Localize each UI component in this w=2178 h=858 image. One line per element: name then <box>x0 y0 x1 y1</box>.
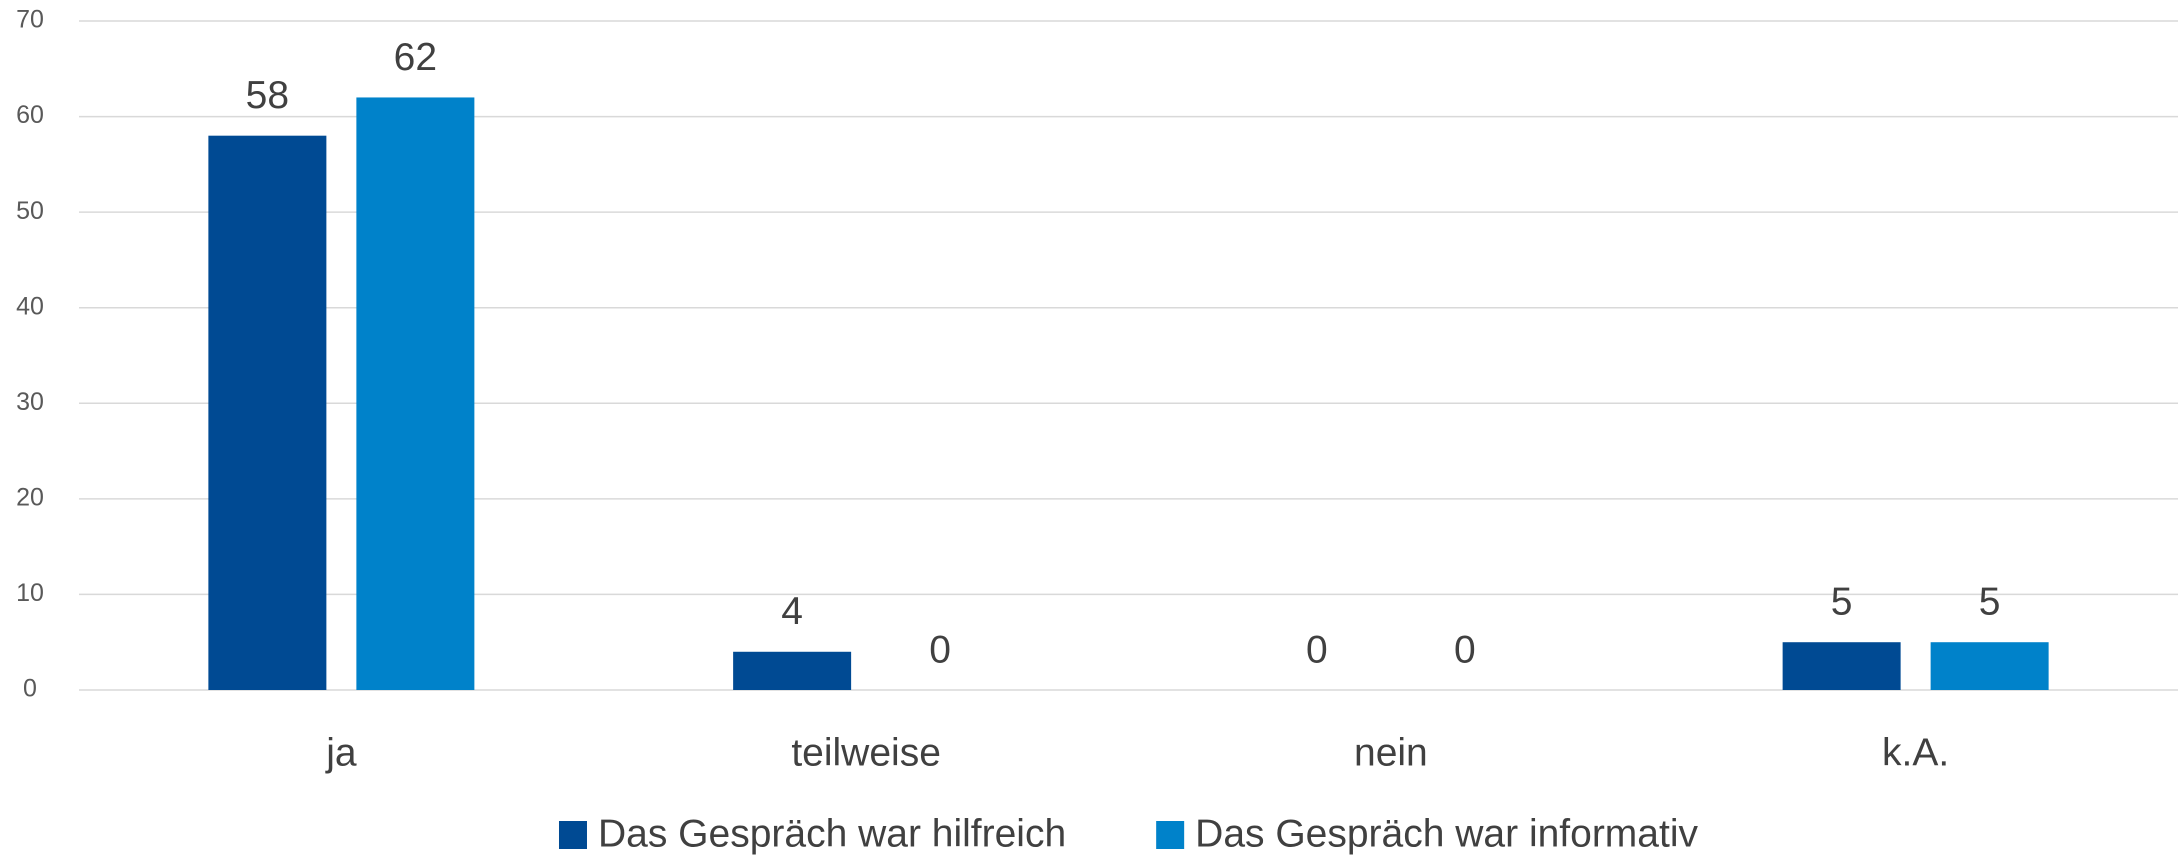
data-label: 0 <box>1306 628 1328 671</box>
y-tick-label: 0 <box>23 675 37 703</box>
bar <box>356 97 475 690</box>
y-tick-label: 20 <box>16 483 44 511</box>
y-tick-label: 30 <box>16 388 44 416</box>
bar <box>208 135 327 690</box>
y-tick-label: 50 <box>16 197 44 225</box>
data-label: 0 <box>1454 628 1476 671</box>
legend-swatch <box>1156 821 1185 849</box>
bar <box>733 651 852 690</box>
bar <box>1930 642 2049 690</box>
y-tick-label: 60 <box>16 101 44 129</box>
data-label: 4 <box>781 590 803 633</box>
x-tick-label: k.A. <box>1882 731 1949 774</box>
data-label: 0 <box>929 628 951 671</box>
y-tick-label: 70 <box>16 6 44 34</box>
x-tick-label: teilweise <box>791 731 941 774</box>
y-tick-label: 10 <box>16 579 44 607</box>
x-tick-label: nein <box>1354 731 1428 774</box>
x-tick-label: ja <box>325 731 357 774</box>
legend-swatch <box>558 821 587 849</box>
data-label: 5 <box>1979 581 2001 624</box>
y-tick-label: 40 <box>16 292 44 320</box>
data-label: 62 <box>394 36 437 79</box>
legend-label: Das Gespräch war hilfreich <box>598 812 1066 855</box>
bar <box>1782 642 1901 690</box>
data-label: 5 <box>1831 581 1853 624</box>
legend-label: Das Gespräch war informativ <box>1195 812 1698 855</box>
data-label: 58 <box>246 74 289 117</box>
